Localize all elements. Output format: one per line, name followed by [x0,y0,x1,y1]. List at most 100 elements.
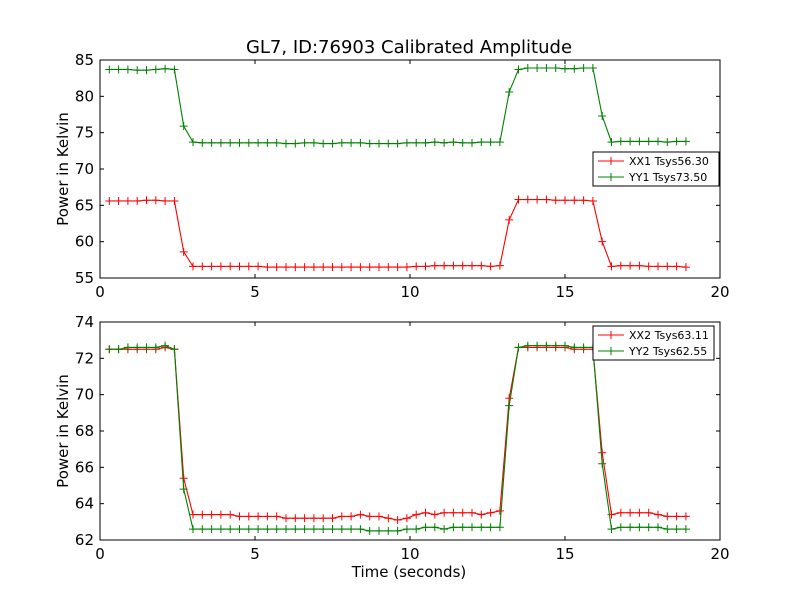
data-point [384,526,393,535]
data-point [272,512,281,521]
data-point [300,263,309,272]
data-point [356,263,365,272]
data-point [347,512,356,521]
data-point [328,514,337,523]
data-point [616,523,625,532]
data-point [309,525,318,534]
data-point [189,525,197,534]
data-point [263,138,272,147]
x-tick-label: 10 [400,283,419,301]
data-point [421,508,430,517]
data-point [681,525,690,534]
data-point [263,525,272,534]
y-tick-label: 62 [75,531,94,549]
data-point [654,137,662,146]
data-point [198,262,207,271]
data-point [588,63,597,72]
data-point [235,138,244,147]
data-point [337,263,346,272]
data-point [151,65,160,74]
legend-marker [607,157,615,165]
legend-marker [607,347,615,355]
data-point [272,525,281,534]
data-point [375,263,383,272]
data-point [356,525,365,534]
y-axis-label: Power in Kelvin [54,112,72,226]
data-point [458,523,467,532]
data-point [440,261,449,270]
data-point [635,523,644,532]
data-point [598,111,607,120]
data-point [635,261,644,270]
data-point [235,525,244,534]
data-point [328,525,337,534]
data-point [598,459,607,468]
data-point [161,196,170,205]
data-point [579,63,588,72]
data-point [663,138,672,147]
y-tick-label: 68 [75,422,94,440]
data-point [198,138,207,147]
y-tick-label: 66 [75,458,94,476]
data-point [114,345,123,354]
data-point [161,64,170,73]
data-point [505,87,514,96]
data-point [142,66,151,75]
y-tick-label: 70 [75,386,94,404]
data-point [309,514,318,523]
data-point [226,510,235,519]
data-point [189,262,197,271]
x-tick-label: 10 [400,545,419,563]
data-point [365,139,374,148]
series-2 [105,63,690,148]
data-point [375,526,383,535]
data-point [430,523,439,532]
data-point [319,525,328,534]
data-point [458,138,467,147]
data-point [440,138,449,147]
data-point [598,448,607,457]
data-point [226,525,235,534]
data-point [291,263,300,272]
data-point [254,138,263,147]
data-point [365,526,374,535]
data-point [161,341,170,350]
data-point [356,138,365,147]
data-point [514,65,523,74]
legend-item: YY2 Tsys62.55 [598,345,707,358]
data-point [216,510,225,519]
data-point [533,63,542,72]
legend-label: YY1 Tsys73.50 [628,171,707,184]
data-point [412,262,421,271]
data-point [170,65,179,74]
bottom-panel: 0 5 10 15 20 62 64 66 68 70 72 74 Power in Kelvin XX2… [54,313,730,563]
data-point [468,261,476,270]
data-point [486,508,495,517]
data-point [291,514,300,523]
data-point [347,263,356,272]
data-point [421,262,430,271]
data-point [681,512,690,521]
data-point [207,525,216,534]
data-point [607,510,616,519]
data-point [430,510,439,519]
data-point [142,343,151,352]
data-point [468,138,476,147]
data-point [449,138,458,147]
data-point [663,262,672,271]
data-point [477,261,486,270]
data-point [430,138,439,147]
legend-marker [607,331,615,339]
data-point [263,263,272,272]
data-point [282,514,290,523]
data-point [384,514,393,523]
data-point [189,138,197,147]
data-point [309,138,318,147]
data-point [616,137,625,146]
data-point [542,195,551,204]
data-point [681,263,690,272]
data-point [663,525,672,534]
legend-item: YY1 Tsys73.50 [598,171,707,184]
data-point [505,394,514,403]
y-tick-label: 74 [75,313,94,331]
